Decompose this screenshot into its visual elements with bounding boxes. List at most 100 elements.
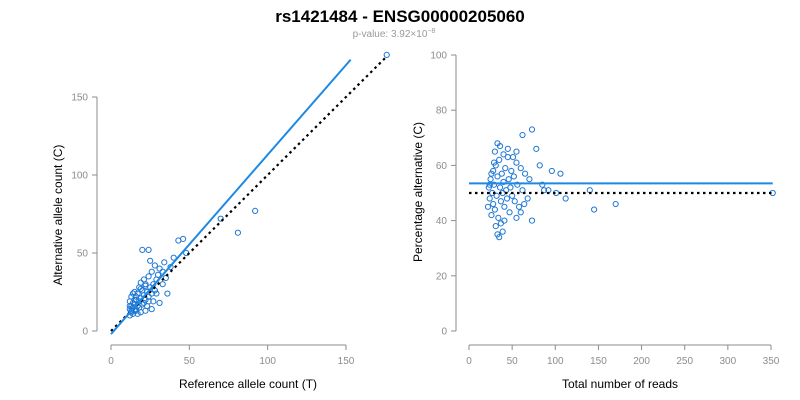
right-data-point — [508, 167, 515, 175]
left-data-point — [179, 235, 187, 243]
right-data-point — [548, 167, 555, 175]
right-data-point — [501, 203, 508, 210]
left-data-point — [134, 310, 141, 317]
right-data-point — [484, 203, 492, 210]
right-data-point — [490, 200, 497, 208]
left-data-point — [142, 281, 149, 288]
left-y-tick-label: 50 — [77, 249, 89, 260]
right-data-point — [536, 162, 543, 169]
right-y-tick-label: 80 — [436, 106, 448, 117]
left-data-point — [129, 299, 137, 307]
left-data-point — [156, 265, 163, 272]
right-data-point — [509, 154, 517, 161]
right-data-point — [496, 142, 504, 150]
right-data-point — [492, 223, 499, 230]
left-data-point — [148, 268, 155, 275]
right-data-point — [513, 148, 520, 155]
right-data-point — [503, 195, 511, 202]
right-data-point — [491, 206, 498, 213]
right-x-tick-label: 200 — [633, 356, 650, 367]
right-data-point — [517, 209, 524, 216]
right-data-point — [514, 181, 521, 188]
right-y-tick-label: 60 — [436, 161, 448, 172]
right-data-point — [495, 214, 502, 221]
left-data-point — [132, 307, 140, 314]
right-data-point — [494, 173, 501, 180]
right-data-point — [591, 206, 598, 213]
left-data-point — [156, 299, 163, 307]
left-data-point — [145, 298, 152, 305]
left-data-point — [164, 290, 171, 297]
right-data-point — [504, 145, 511, 152]
left-y-tick-label: 0 — [82, 327, 88, 338]
right-y-tick-label: 20 — [436, 271, 448, 282]
right-x-tick-label: 0 — [466, 356, 472, 367]
right-x-tick-label: 300 — [720, 356, 737, 367]
right-data-point — [513, 214, 520, 221]
right-x-tick-label: 100 — [547, 356, 564, 367]
left-data-point — [161, 259, 168, 266]
right-data-point — [612, 200, 619, 208]
right-data-point — [526, 176, 533, 183]
left-plot: 0 50 100 150 0 50 100 150 Reference allele coun… — [51, 51, 390, 391]
left-reference-line — [110, 55, 388, 332]
right-data-point — [500, 178, 507, 186]
right-marks — [469, 126, 776, 241]
left-data-point — [126, 302, 133, 310]
right-data-point — [528, 217, 536, 224]
right-plot: 0 50 100 150 200 250 300 350 0 20 40 60 80 100 Total … — [411, 51, 780, 392]
left-y-tick-label: 100 — [71, 171, 88, 182]
left-data-point — [136, 304, 143, 311]
right-x-tick-label: 50 — [507, 356, 519, 367]
left-data-point — [217, 215, 224, 222]
right-data-point — [511, 198, 518, 205]
right-x-tick-label: 350 — [763, 356, 780, 367]
left-data-point — [234, 229, 241, 236]
left-data-point — [139, 246, 146, 253]
right-data-point — [490, 159, 498, 166]
left-data-point — [131, 288, 138, 296]
left-data-point — [147, 257, 154, 264]
right-x-tick-label: 250 — [676, 356, 693, 367]
right-data-point — [515, 203, 523, 210]
left-data-point — [383, 51, 390, 58]
right-data-point — [539, 181, 546, 188]
right-data-point — [517, 165, 524, 172]
right-data-point — [493, 192, 500, 199]
left-axes: 0 50 100 150 0 50 100 150 — [71, 93, 354, 368]
left-x-tick-label: 0 — [108, 356, 114, 367]
left-data-point — [132, 296, 140, 303]
right-data-point — [562, 195, 569, 202]
right-data-point — [557, 170, 564, 177]
left-y-axis-label: Alternative allele count (C) — [51, 145, 65, 286]
right-data-point — [533, 145, 540, 152]
right-data-point — [486, 181, 493, 188]
right-y-tick-label: 100 — [430, 51, 447, 62]
p-value-text: p-value: 3.92×10 — [353, 29, 428, 40]
right-y-tick-label: 0 — [441, 327, 447, 338]
right-data-point — [496, 156, 503, 163]
right-data-point — [499, 228, 506, 235]
right-data-point — [521, 170, 529, 177]
right-data-point — [540, 187, 548, 194]
right-data-point — [488, 211, 495, 219]
right-data-point — [505, 176, 512, 183]
left-data-point — [145, 246, 152, 253]
right-data-point — [485, 184, 492, 191]
left-data-point — [128, 293, 135, 300]
left-data-point — [145, 273, 152, 280]
left-data-point — [159, 281, 166, 288]
left-data-point — [252, 207, 259, 214]
right-data-point — [502, 165, 509, 172]
right-data-point — [500, 151, 507, 158]
left-x-axis-label: Reference allele count (T) — [179, 377, 317, 391]
right-data-point — [497, 198, 505, 205]
right-data-point — [496, 184, 504, 191]
right-data-point — [486, 195, 493, 202]
right-data-point — [513, 159, 520, 166]
right-data-point — [521, 200, 528, 208]
right-data-point — [519, 131, 526, 139]
left-marks — [110, 51, 390, 335]
right-data-point — [491, 148, 498, 155]
left-x-tick-label: 100 — [259, 356, 276, 367]
